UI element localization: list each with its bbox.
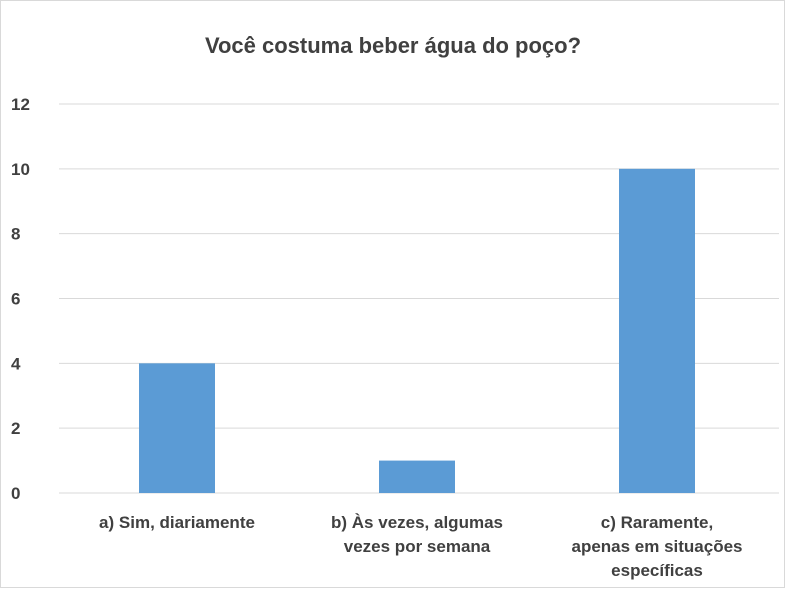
y-tick-label: 2 (11, 419, 20, 438)
y-tick-label: 12 (11, 95, 30, 114)
bar (619, 168, 695, 494)
x-axis-labels: a) Sim, diariamente b) Às vezes, algumas v… (99, 513, 742, 580)
bars (139, 168, 695, 494)
y-tick-label: 4 (11, 354, 21, 373)
x-category-label: c) Raramente, apenas em situações específi… (571, 513, 742, 580)
y-axis-ticks: 0 2 4 6 8 10 12 (11, 95, 30, 503)
chart-title: Você costuma beber água do poço? (205, 33, 581, 58)
y-tick-label: 0 (11, 484, 20, 503)
x-category-label: a) Sim, diariamente (99, 513, 255, 532)
x-category-label-line: apenas em situações (571, 537, 742, 556)
y-tick-label: 10 (11, 160, 30, 179)
y-tick-label: 8 (11, 225, 20, 244)
x-category-label-line: b) Às vezes, algumas (331, 513, 503, 532)
bar (379, 460, 455, 493)
x-category-label-line: c) Raramente, (601, 513, 713, 532)
x-category-label-line: vezes por semana (344, 537, 491, 556)
x-category-label-line: específicas (611, 561, 703, 580)
x-category-label: b) Às vezes, algumas vezes por semana (331, 513, 503, 556)
x-category-label-line: a) Sim, diariamente (99, 513, 255, 532)
bar (139, 363, 215, 493)
y-tick-label: 6 (11, 290, 20, 309)
